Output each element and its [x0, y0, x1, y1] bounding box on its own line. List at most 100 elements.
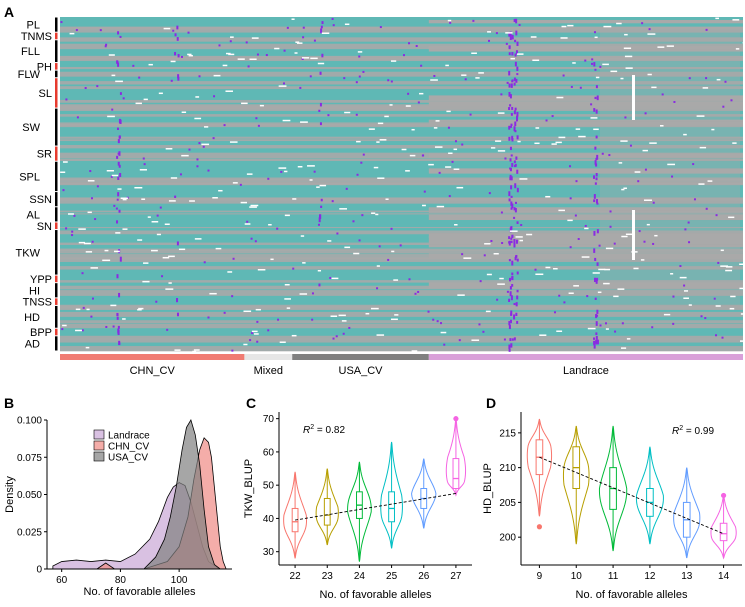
heterozygous-mark: [515, 78, 518, 83]
missing-mark: [720, 249, 724, 252]
heterozygous-mark: [207, 316, 210, 319]
heterozygous-mark: [91, 297, 94, 300]
unfavorable-stripe: [60, 86, 743, 90]
heterozygous-mark: [301, 57, 304, 60]
trait-bar-ypp: [55, 275, 58, 283]
heterozygous-mark: [464, 78, 467, 81]
missing-mark: [282, 119, 291, 122]
heterozygous-mark: [113, 204, 116, 207]
legend-swatch-chn-cv: [93, 440, 105, 451]
missing-mark: [626, 338, 631, 340]
heterozygous-mark: [715, 334, 718, 337]
missing-mark: [309, 179, 313, 181]
heterozygous-mark: [62, 189, 65, 192]
missing-mark: [279, 341, 286, 343]
heterozygous-mark: [508, 321, 511, 326]
heterozygous-mark: [604, 322, 607, 325]
legend-swatch-landrace: [93, 429, 105, 440]
heterozygous-mark: [595, 172, 598, 177]
landrace-stripe: [428, 168, 743, 174]
heterozygous-mark: [116, 155, 119, 159]
heterozygous-mark: [117, 176, 120, 180]
heterozygous-mark: [705, 77, 708, 80]
heterozygous-mark: [496, 298, 499, 301]
missing-mark: [621, 188, 625, 191]
heterozygous-mark: [302, 36, 305, 39]
missing-mark: [194, 238, 202, 240]
heterozygous-mark: [595, 177, 598, 181]
missing-mark: [278, 85, 287, 87]
missing-mark: [353, 252, 360, 255]
heterozygous-mark: [76, 116, 79, 119]
landrace-stripe: [428, 207, 743, 211]
heterozygous-mark: [594, 96, 597, 100]
missing-mark: [268, 223, 272, 226]
missing-mark: [108, 54, 115, 56]
missing-mark: [699, 146, 707, 149]
heterozygous-mark: [378, 245, 381, 248]
unfavorable-stripe: [60, 311, 743, 317]
missing-mark: [633, 267, 639, 270]
missing-mark: [715, 17, 720, 20]
heterozygous-mark: [461, 253, 464, 256]
unfavorable-stripe: [60, 71, 743, 77]
unfavorable-stripe: [60, 280, 743, 283]
heterozygous-mark: [579, 86, 582, 89]
heterozygous-mark: [508, 344, 511, 349]
unfavorable-stripe: [60, 248, 743, 251]
unfavorable-stripe: [60, 346, 743, 352]
missing-mark: [249, 206, 257, 208]
unfavorable-stripe: [60, 37, 743, 42]
heterozygous-mark: [408, 42, 411, 45]
x-tick-label-14: 14: [718, 571, 730, 582]
missing-mark: [647, 73, 652, 76]
unfavorable-stripe: [60, 266, 743, 270]
heterozygous-mark: [516, 73, 519, 76]
heterozygous-mark: [119, 256, 122, 262]
missing-mark: [616, 22, 622, 25]
heterozygous-mark: [115, 207, 118, 210]
missing-mark: [122, 228, 128, 230]
missing-mark: [560, 37, 568, 39]
trait-label-spl: SPL: [19, 171, 40, 183]
r-squared-symbol: R: [672, 426, 679, 437]
heterozygous-mark: [515, 30, 518, 36]
missing-mark: [75, 329, 82, 332]
heterozygous-mark: [166, 328, 169, 331]
missing-mark: [170, 177, 178, 179]
missing-mark: [106, 169, 114, 172]
missing-mark: [249, 58, 257, 60]
missing-mark: [251, 37, 259, 39]
missing-mark: [338, 314, 346, 317]
missing-mark: [310, 57, 318, 60]
missing-mark: [257, 269, 266, 271]
missing-mark: [732, 142, 737, 144]
heterozygous-mark: [94, 218, 97, 221]
heterozygous-mark: [513, 110, 516, 115]
heterozygous-mark: [116, 316, 119, 320]
missing-mark: [373, 166, 379, 169]
missing-mark: [291, 18, 295, 20]
heterozygous-mark: [515, 312, 518, 317]
missing-mark: [740, 313, 745, 315]
missing-mark: [730, 295, 736, 298]
violin-11: [598, 425, 628, 552]
heterozygous-mark: [320, 205, 323, 208]
heterozygous-mark: [692, 163, 695, 166]
group-bar-mixed: [244, 354, 293, 360]
heterozygous-mark: [594, 160, 597, 165]
y-tick-label: 0.050: [17, 490, 42, 501]
heterozygous-mark: [390, 227, 393, 230]
missing-mark: [240, 201, 247, 204]
missing-mark: [143, 98, 148, 101]
heterozygous-mark: [283, 49, 286, 52]
heterozygous-mark: [117, 31, 120, 35]
heterozygous-mark: [255, 117, 258, 120]
y-tick-label: 0: [36, 565, 42, 576]
y-tick-label: 50: [263, 481, 275, 492]
missing-mark: [274, 47, 280, 50]
missing-mark: [603, 25, 612, 28]
y-tick-label: 0.100: [17, 416, 42, 427]
missing-mark: [375, 213, 379, 216]
heterozygous-mark: [119, 119, 122, 124]
